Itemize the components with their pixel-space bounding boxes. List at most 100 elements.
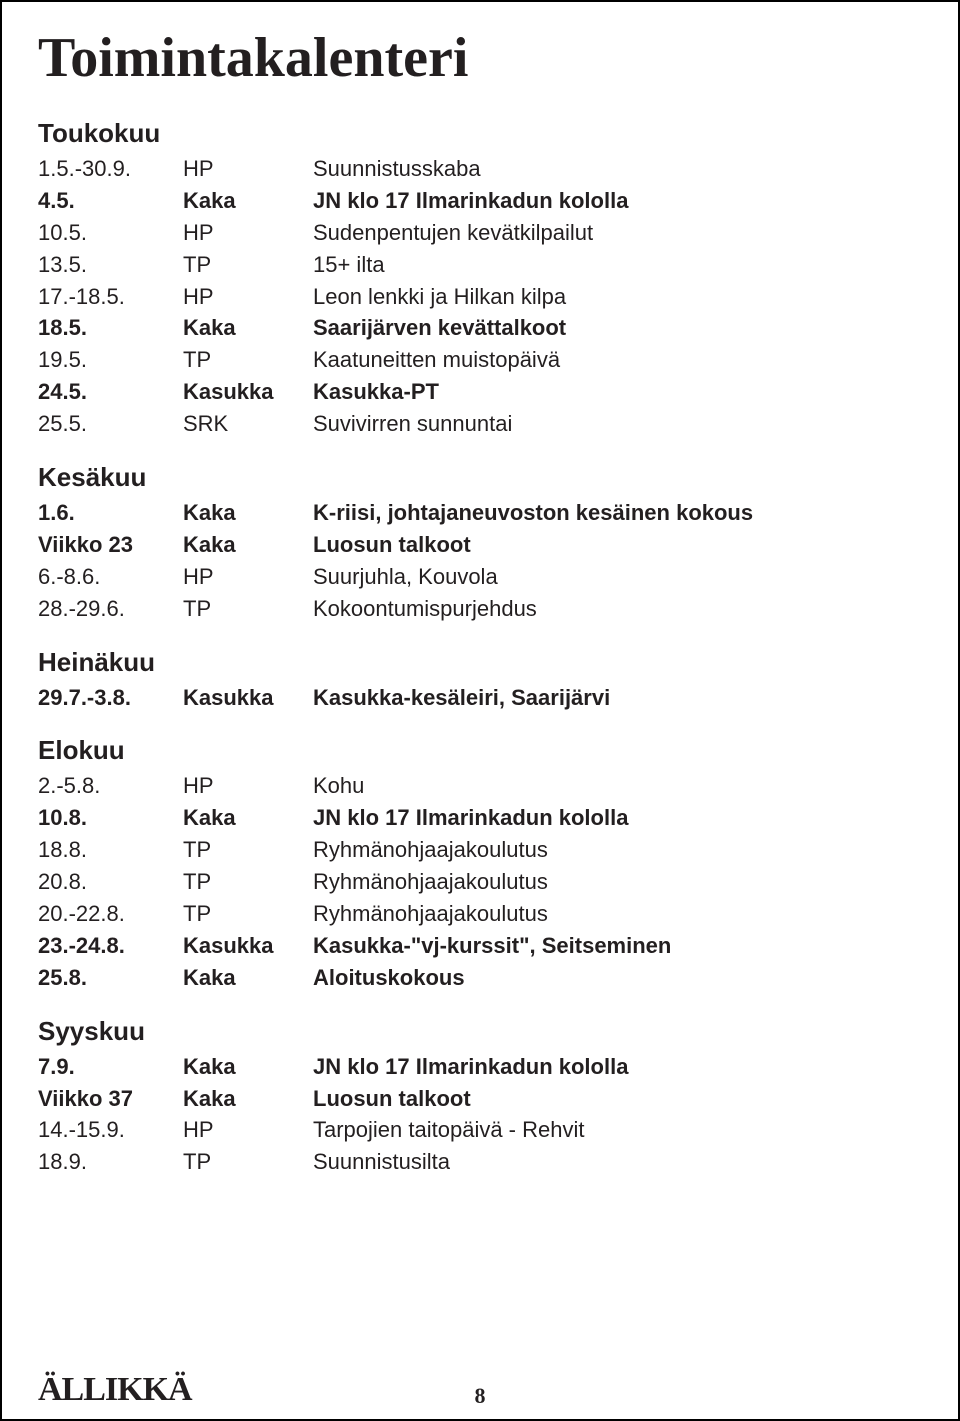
page-frame: Toimintakalenteri Toukokuu1.5.-30.9.HPSu… bbox=[0, 0, 960, 1421]
calendar-org: TP bbox=[183, 866, 313, 898]
month-heading: Heinäkuu bbox=[38, 647, 922, 678]
calendar-org: Kaka bbox=[183, 962, 313, 994]
calendar-date: 1.5.-30.9. bbox=[38, 153, 183, 185]
calendar-date: 20.8. bbox=[38, 866, 183, 898]
calendar-date: 19.5. bbox=[38, 344, 183, 376]
calendar-org: SRK bbox=[183, 408, 313, 440]
calendar-row: 4.5.KakaJN klo 17 Ilmarinkadun kololla bbox=[38, 185, 922, 217]
calendar-row: 18.8.TPRyhmänohjaajakoulutus bbox=[38, 834, 922, 866]
calendar-row: 14.-15.9.HPTarpojien taitopäivä - Rehvit bbox=[38, 1114, 922, 1146]
month-heading: Kesäkuu bbox=[38, 462, 922, 493]
calendar-desc: Suunnistusskaba bbox=[313, 153, 922, 185]
brand-logo-text: ÄLLIKKÄ bbox=[38, 1371, 192, 1409]
calendar-desc: Leon lenkki ja Hilkan kilpa bbox=[313, 281, 922, 313]
calendar-org: Kaka bbox=[183, 802, 313, 834]
calendar-org: HP bbox=[183, 770, 313, 802]
calendar-org: TP bbox=[183, 1146, 313, 1178]
calendar-org: Kaka bbox=[183, 185, 313, 217]
calendar-desc: K-riisi, johtajaneuvoston kesäinen kokou… bbox=[313, 497, 922, 529]
calendar-org: HP bbox=[183, 153, 313, 185]
calendar-date: 24.5. bbox=[38, 376, 183, 408]
calendar-row: 25.5.SRKSuvivirren sunnuntai bbox=[38, 408, 922, 440]
calendar-desc: Kasukka-PT bbox=[313, 376, 922, 408]
calendar-desc: Saarijärven kevättalkoot bbox=[313, 312, 922, 344]
calendar-date: 4.5. bbox=[38, 185, 183, 217]
calendar-org: TP bbox=[183, 249, 313, 281]
calendar-date: 18.9. bbox=[38, 1146, 183, 1178]
page-number: 8 bbox=[475, 1383, 486, 1409]
calendar-date: Viikko 23 bbox=[38, 529, 183, 561]
calendar-row: 28.-29.6.TPKokoontumispurjehdus bbox=[38, 593, 922, 625]
calendar-org: TP bbox=[183, 593, 313, 625]
calendar-row: 2.-5.8.HPKohu bbox=[38, 770, 922, 802]
calendar-date: 18.8. bbox=[38, 834, 183, 866]
calendar-row: 17.-18.5.HPLeon lenkki ja Hilkan kilpa bbox=[38, 281, 922, 313]
calendar-row: Viikko 23KakaLuosun talkoot bbox=[38, 529, 922, 561]
calendar-org: TP bbox=[183, 834, 313, 866]
calendar-date: 17.-18.5. bbox=[38, 281, 183, 313]
calendar-date: 10.8. bbox=[38, 802, 183, 834]
calendar-row: 18.9.TPSuunnistusilta bbox=[38, 1146, 922, 1178]
calendar-body: Toukokuu1.5.-30.9.HPSuunnistusskaba4.5.K… bbox=[38, 118, 922, 1178]
calendar-date: 13.5. bbox=[38, 249, 183, 281]
calendar-date: 20.-22.8. bbox=[38, 898, 183, 930]
calendar-desc: Kohu bbox=[313, 770, 922, 802]
calendar-row: 25.8.KakaAloituskokous bbox=[38, 962, 922, 994]
page-footer: ÄLLIKKÄ 8 bbox=[38, 1371, 922, 1409]
calendar-desc: JN klo 17 Ilmarinkadun kololla bbox=[313, 1051, 922, 1083]
calendar-date: 7.9. bbox=[38, 1051, 183, 1083]
month-heading: Toukokuu bbox=[38, 118, 922, 149]
month-heading: Elokuu bbox=[38, 735, 922, 766]
calendar-desc: JN klo 17 Ilmarinkadun kololla bbox=[313, 802, 922, 834]
calendar-desc: 15+ ilta bbox=[313, 249, 922, 281]
calendar-date: 1.6. bbox=[38, 497, 183, 529]
calendar-desc: Kasukka-"vj-kurssit", Seitseminen bbox=[313, 930, 922, 962]
calendar-desc: Ryhmänohjaajakoulutus bbox=[313, 866, 922, 898]
calendar-row: 10.5.HPSudenpentujen kevätkilpailut bbox=[38, 217, 922, 249]
calendar-date: 25.8. bbox=[38, 962, 183, 994]
calendar-org: TP bbox=[183, 344, 313, 376]
calendar-date: 23.-24.8. bbox=[38, 930, 183, 962]
month-heading: Syyskuu bbox=[38, 1016, 922, 1047]
calendar-org: HP bbox=[183, 281, 313, 313]
calendar-desc: Suunnistusilta bbox=[313, 1146, 922, 1178]
calendar-org: HP bbox=[183, 217, 313, 249]
calendar-org: Kasukka bbox=[183, 930, 313, 962]
calendar-row: 18.5.KakaSaarijärven kevättalkoot bbox=[38, 312, 922, 344]
calendar-org: Kaka bbox=[183, 529, 313, 561]
calendar-org: TP bbox=[183, 898, 313, 930]
calendar-desc: Sudenpentujen kevätkilpailut bbox=[313, 217, 922, 249]
calendar-date: 14.-15.9. bbox=[38, 1114, 183, 1146]
calendar-row: 19.5.TPKaatuneitten muistopäivä bbox=[38, 344, 922, 376]
calendar-row: 13.5.TP15+ ilta bbox=[38, 249, 922, 281]
calendar-desc: Luosun talkoot bbox=[313, 1083, 922, 1115]
calendar-row: 20.8.TPRyhmänohjaajakoulutus bbox=[38, 866, 922, 898]
calendar-desc: Tarpojien taitopäivä - Rehvit bbox=[313, 1114, 922, 1146]
calendar-row: Viikko 37KakaLuosun talkoot bbox=[38, 1083, 922, 1115]
calendar-date: 2.-5.8. bbox=[38, 770, 183, 802]
calendar-desc: Ryhmänohjaajakoulutus bbox=[313, 898, 922, 930]
calendar-date: Viikko 37 bbox=[38, 1083, 183, 1115]
calendar-row: 20.-22.8.TPRyhmänohjaajakoulutus bbox=[38, 898, 922, 930]
calendar-desc: Luosun talkoot bbox=[313, 529, 922, 561]
calendar-row: 29.7.-3.8.KasukkaKasukka-kesäleiri, Saar… bbox=[38, 682, 922, 714]
calendar-desc: JN klo 17 Ilmarinkadun kololla bbox=[313, 185, 922, 217]
calendar-org: HP bbox=[183, 561, 313, 593]
calendar-desc: Kaatuneitten muistopäivä bbox=[313, 344, 922, 376]
calendar-desc: Suvivirren sunnuntai bbox=[313, 408, 922, 440]
calendar-row: 6.-8.6.HPSuurjuhla, Kouvola bbox=[38, 561, 922, 593]
calendar-date: 6.-8.6. bbox=[38, 561, 183, 593]
calendar-desc: Kasukka-kesäleiri, Saarijärvi bbox=[313, 682, 922, 714]
calendar-desc: Suurjuhla, Kouvola bbox=[313, 561, 922, 593]
calendar-org: Kasukka bbox=[183, 682, 313, 714]
calendar-row: 10.8.KakaJN klo 17 Ilmarinkadun kololla bbox=[38, 802, 922, 834]
calendar-date: 18.5. bbox=[38, 312, 183, 344]
calendar-row: 24.5.KasukkaKasukka-PT bbox=[38, 376, 922, 408]
calendar-row: 23.-24.8.KasukkaKasukka-"vj-kurssit", Se… bbox=[38, 930, 922, 962]
calendar-row: 1.6.KakaK-riisi, johtajaneuvoston kesäin… bbox=[38, 497, 922, 529]
calendar-desc: Aloituskokous bbox=[313, 962, 922, 994]
calendar-org: Kaka bbox=[183, 1083, 313, 1115]
calendar-date: 29.7.-3.8. bbox=[38, 682, 183, 714]
calendar-date: 10.5. bbox=[38, 217, 183, 249]
page-title: Toimintakalenteri bbox=[38, 26, 922, 90]
